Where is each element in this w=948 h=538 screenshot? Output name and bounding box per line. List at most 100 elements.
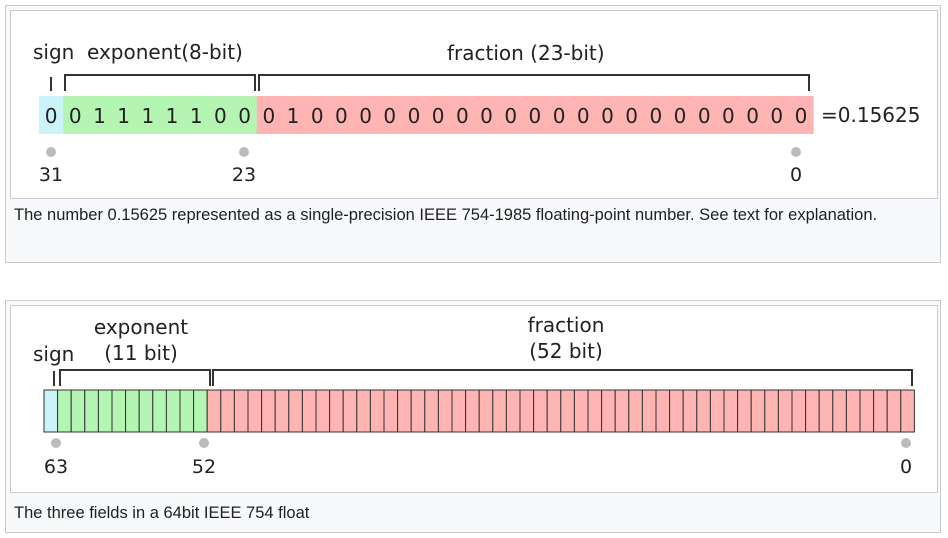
exponent-bit-cell	[57, 389, 72, 433]
fraction-bit-digit: 0	[408, 104, 421, 128]
tick-dot-23	[239, 147, 249, 157]
exponent-bit-cell	[125, 389, 140, 433]
exponent-bit-cell	[193, 389, 208, 433]
exponent-bit-cell	[70, 389, 86, 433]
label-fraction: fraction	[528, 313, 605, 337]
tick-dot-0	[791, 147, 801, 157]
fraction-bit-digit: 0	[335, 104, 348, 128]
fraction-bit-cell	[669, 389, 684, 433]
fraction-bracket	[258, 74, 810, 91]
fraction-bit-cell	[692, 96, 717, 134]
fraction-bit-cell	[247, 389, 263, 433]
fraction-bit-cell	[791, 389, 807, 433]
exponent-bit-cell	[63, 96, 88, 134]
figure1-caption: The number 0.15625 represented as a sing…	[14, 206, 878, 224]
exponent-bit-digit: 1	[166, 104, 179, 128]
fraction-bit-cell	[573, 389, 589, 433]
label-exponent-size: (11 bit)	[104, 341, 178, 365]
fraction-bit-cell	[737, 389, 752, 433]
fraction-bit-cell	[329, 389, 344, 433]
fraction-bit-cell	[261, 389, 276, 433]
fraction-bit-cell	[764, 389, 779, 433]
fraction-bit-digit: 0	[770, 104, 783, 128]
fraction-bit-cell	[519, 389, 535, 433]
fraction-bit-cell	[546, 96, 572, 134]
fraction-bit-cell	[498, 96, 524, 134]
fraction-bit-digit: 0	[795, 104, 808, 128]
fraction-bit-digit: 0	[722, 104, 735, 128]
fraction-bit-cell	[451, 389, 467, 433]
fraction-bit-digit: 0	[456, 104, 469, 128]
fraction-bit-cell	[873, 389, 888, 433]
figure-single-precision: sign exponent(8-bit) fraction (23-bit) 0…	[5, 5, 941, 263]
exponent-bit-cell	[165, 389, 181, 433]
fraction-bit-digit: 0	[359, 104, 372, 128]
exponent-bit-digit: 1	[190, 104, 203, 128]
fraction-bit-cell	[643, 96, 669, 134]
fraction-bit-cell	[356, 389, 371, 433]
fraction-bit-cell	[696, 389, 711, 433]
label-fraction: fraction (23-bit)	[447, 41, 605, 65]
fraction-bit-digit: 0	[262, 104, 275, 128]
tick-dot-63	[51, 438, 61, 448]
exponent-bit-cell	[184, 96, 209, 134]
fraction-bit-cell	[619, 96, 645, 134]
double-precision-diagram: exponent (11 bit) sign fraction (52 bit)…	[33, 313, 915, 478]
tick-label-23: 23	[232, 164, 256, 186]
fraction-bit-cell	[667, 96, 693, 134]
exponent-bit-cell	[135, 96, 161, 134]
fraction-bit-cell	[478, 389, 494, 433]
double-precision-diagram-image: exponent (11 bit) sign fraction (52 bit)…	[10, 305, 938, 493]
fraction-bit-digit: 0	[383, 104, 396, 128]
exponent-bit-cell	[97, 389, 113, 433]
fraction-bit-cell	[546, 389, 562, 433]
fraction-bit-digit: 0	[432, 104, 445, 128]
fraction-bit-digit: 0	[311, 104, 324, 128]
fraction-bit-cell	[505, 389, 521, 433]
fraction-bit-cell	[206, 389, 222, 433]
exponent-bit-cell	[87, 96, 113, 134]
fraction-bit-cell	[492, 389, 507, 433]
fraction-bit-digit: 0	[698, 104, 711, 128]
fraction-bit-cell	[900, 389, 915, 433]
fraction-bit-digit: 0	[529, 104, 542, 128]
tick-dot-52	[199, 438, 209, 448]
fraction-bit-digit: 0	[504, 104, 517, 128]
exponent-bit-digit: 0	[69, 104, 82, 128]
fraction-bit-cell	[740, 96, 766, 134]
exponent-bit-cell	[138, 389, 154, 433]
fraction-bit-cell	[342, 389, 358, 433]
tick-label-63: 63	[44, 456, 68, 478]
tick-label-31: 31	[39, 164, 63, 186]
figure2-caption: The three fields in a 64bit IEEE 754 flo…	[14, 504, 310, 522]
fraction-bit-cell	[288, 389, 303, 433]
fraction-bit-digit: 0	[649, 104, 662, 128]
tick-label-52: 52	[192, 456, 216, 478]
sign-bit-cell	[43, 389, 59, 433]
fraction-bit-cell	[533, 389, 548, 433]
fraction-bit-cell	[777, 389, 793, 433]
exponent-bit-cell	[179, 389, 195, 433]
fraction-bit-cell	[353, 96, 379, 134]
label-exponent: exponent(8-bit)	[87, 40, 243, 64]
fraction-bit-cell	[682, 389, 698, 433]
fraction-bit-digit: 0	[746, 104, 759, 128]
label-exponent: exponent	[94, 315, 188, 339]
fraction-bit-cell	[832, 389, 847, 433]
label-fraction-size: (52 bit)	[529, 339, 603, 363]
exponent-bit-cell	[111, 96, 137, 134]
exponent-bit-cell	[159, 96, 185, 134]
exponent-bit-digit: 0	[214, 104, 227, 128]
single-precision-diagram: sign exponent(8-bit) fraction (23-bit) 0…	[33, 40, 920, 186]
exponent-bit-cell	[232, 96, 258, 134]
fraction-bit-cell	[437, 389, 453, 433]
fraction-bit-cell	[750, 389, 766, 433]
fraction-bit-cell	[329, 96, 355, 134]
fraction-bit-cell	[571, 96, 596, 134]
exponent-bit-digit: 1	[141, 104, 154, 128]
fraction-bit-cell	[410, 389, 426, 433]
fraction-bit-digit: 0	[480, 104, 493, 128]
fraction-bit-cell	[305, 96, 330, 134]
fraction-bit-cell	[256, 96, 282, 134]
bit-row	[43, 389, 915, 433]
